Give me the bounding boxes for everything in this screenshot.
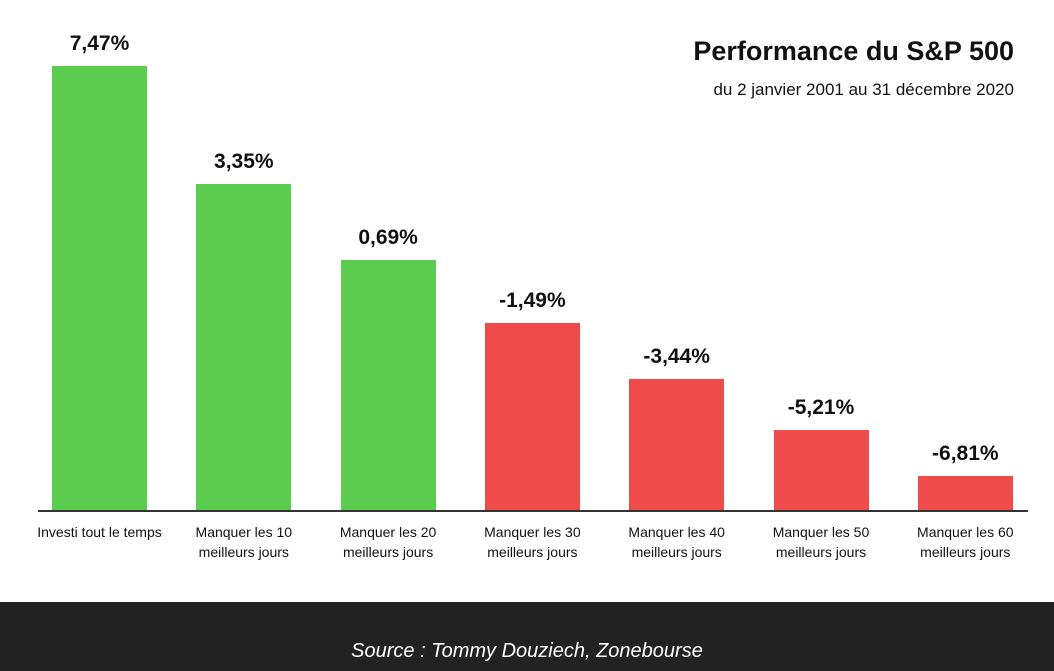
x-tick-label: Manquer les 30 meilleurs jours (484, 524, 581, 560)
x-tick-label: Investi tout le temps (37, 524, 162, 540)
data-label: -6,81% (932, 441, 999, 465)
bar (340, 260, 436, 510)
bar (196, 184, 292, 510)
x-tick-label: Manquer les 10 meilleurs jours (195, 524, 293, 560)
x-tick-label: Manquer les 60 meilleurs jours (917, 524, 1014, 560)
x-axis (38, 510, 1028, 512)
x-tick-label: Manquer les 40 meilleurs jours (628, 524, 725, 560)
bar (52, 65, 147, 510)
data-label: -3,44% (643, 345, 710, 369)
data-label: 7,47% (69, 31, 130, 55)
footer (0, 602, 1054, 671)
source: Source : Tommy Douziech, Zonebourse (351, 640, 703, 662)
bar (484, 323, 580, 510)
data-label: -1,49% (499, 289, 566, 313)
data-label: 3,35% (214, 150, 274, 174)
bar (629, 379, 725, 510)
x-tick-label: Manquer les 20 meilleurs jours (339, 524, 437, 560)
data-label: 0,69% (358, 226, 418, 250)
x-tick-label: Manquer les 50 meilleurs jours (772, 524, 870, 560)
bar (773, 429, 869, 510)
chart-subtitle: du 2 janvier 2001 au 31 décembre 2020 (713, 80, 1014, 99)
bar (917, 475, 1013, 510)
data-label: -5,21% (787, 395, 855, 419)
chart-title: Performance du S&P 500 (693, 36, 1014, 66)
